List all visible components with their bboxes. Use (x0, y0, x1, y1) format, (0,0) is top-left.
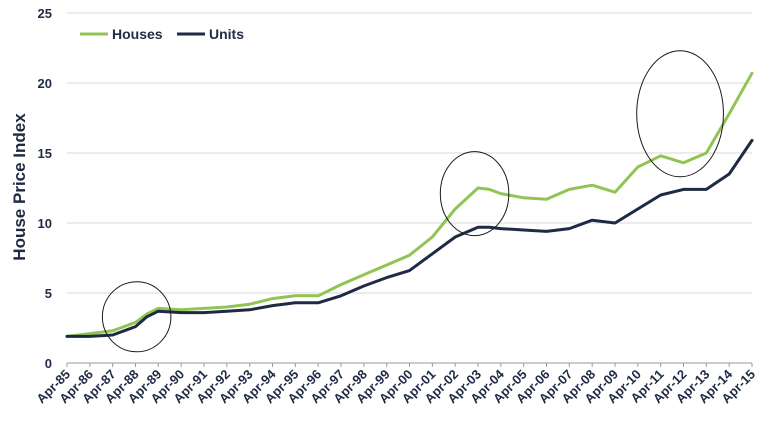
y-tick-label: 0 (45, 356, 52, 371)
series-line-units (65, 138, 754, 338)
annotation-circle (636, 50, 724, 178)
annotation-circle (439, 151, 510, 237)
gridlines (67, 12, 752, 294)
y-tick-label: 20 (38, 76, 52, 91)
legend-houses-label: Houses (112, 26, 163, 42)
y-tick-label: 5 (45, 286, 52, 301)
y-axis-title: House Price Index (10, 113, 29, 261)
y-tick-label: 25 (38, 6, 52, 21)
legend: Houses Units (80, 26, 244, 42)
y-tick-label: 15 (38, 146, 52, 161)
y-tick-label: 10 (38, 216, 52, 231)
annotation-circles (101, 50, 724, 353)
series-lines (65, 71, 754, 338)
series-line-houses (65, 71, 754, 338)
legend-units-label: Units (209, 26, 244, 42)
x-axis-ticks: Apr-85Apr-86Apr-87Apr-88Apr-89Apr-90Apr-… (33, 363, 758, 406)
annotation-circle (101, 281, 172, 353)
y-axis-ticks: 0 5 10 15 20 25 (38, 6, 52, 371)
